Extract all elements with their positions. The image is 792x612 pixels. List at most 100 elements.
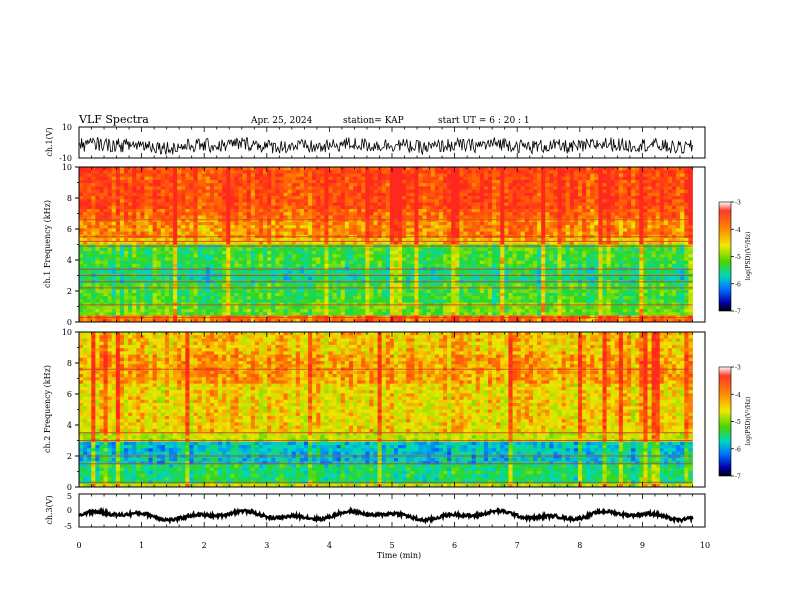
spectrogram-cell <box>684 167 689 171</box>
spectrogram-cell <box>443 254 448 258</box>
spectrogram-cell <box>422 247 428 252</box>
spectrogram-cell <box>524 247 530 252</box>
spectrogram-cell <box>189 212 194 216</box>
spectrogram-cell <box>348 241 354 245</box>
spectrogram-cell <box>549 218 554 223</box>
spectrogram-cell <box>532 218 538 223</box>
spectrogram-cell <box>103 241 109 245</box>
spectrogram-cell <box>684 199 689 203</box>
spectrogram-cell <box>573 179 579 184</box>
spectrogram-cell <box>132 189 137 194</box>
spectrogram-cell <box>218 257 223 262</box>
spectrogram-cell <box>111 215 117 220</box>
spectrogram-cell <box>594 215 599 220</box>
spectrogram-cell <box>680 170 685 174</box>
spectrogram-cell <box>541 263 546 268</box>
spectrogram-cell <box>267 202 272 207</box>
spectrogram-cell <box>565 221 571 226</box>
spectrogram-cell <box>267 189 272 194</box>
spectrogram-cell <box>173 167 178 171</box>
spectrogram-cell <box>598 183 603 187</box>
spectrogram-cell <box>267 176 272 181</box>
spectrogram-cell <box>140 270 145 274</box>
spectrogram-cell <box>635 238 640 242</box>
spectrogram-cell <box>258 270 264 274</box>
spectrogram-cell <box>361 270 366 274</box>
spectrogram-cell <box>655 260 661 265</box>
spectrogram-cell <box>549 254 554 258</box>
spectrogram-cell <box>242 231 248 236</box>
spectrogram-cell <box>168 199 174 203</box>
spectrogram-cell <box>467 263 473 268</box>
spectrogram-cell <box>389 196 395 200</box>
spectrogram-cell <box>148 189 154 194</box>
spectrogram-cell <box>201 212 207 216</box>
spectrogram-cell <box>128 176 133 181</box>
spectrogram-cell <box>291 254 297 258</box>
spectrogram-cell <box>455 228 460 232</box>
spectrogram-cell <box>532 263 538 268</box>
spectrogram-cell <box>287 183 293 187</box>
spectrogram-cell <box>87 167 92 171</box>
spectrogram-cell <box>238 179 243 184</box>
spectrogram-cell <box>267 167 272 171</box>
spectrogram-cell <box>639 202 644 207</box>
spectrogram-cell <box>99 170 104 174</box>
spectrogram-cell <box>185 250 190 255</box>
spectrogram-cell <box>267 270 272 274</box>
spectrogram-cell <box>230 225 235 229</box>
spectrogram-cell <box>218 196 223 200</box>
spectrogram-cell <box>79 225 84 229</box>
spectrogram-cell <box>393 257 399 262</box>
spectrogram-cell <box>185 208 190 213</box>
spectrogram-cell <box>582 231 587 236</box>
spectrogram-cell <box>561 215 567 220</box>
spectrogram-cell <box>123 199 129 203</box>
spectrogram-cell <box>295 167 301 171</box>
spectrogram-cell <box>672 189 677 194</box>
spectrogram-cell <box>561 254 567 258</box>
spectrogram-cell <box>504 189 509 194</box>
spectrogram-cell <box>557 167 562 171</box>
spectrogram-cell <box>91 231 96 236</box>
spectrogram-cell <box>586 231 591 236</box>
spectrogram-cell <box>594 250 599 255</box>
spectrogram-cell <box>87 218 92 223</box>
spectrogram-cell <box>549 186 554 191</box>
spectrogram-cell <box>320 270 325 274</box>
spectrogram-cell <box>406 238 411 242</box>
spectrogram-cell <box>308 241 313 245</box>
spectrogram-cell <box>271 212 276 216</box>
spectrogram-cell <box>434 238 440 242</box>
spectrogram-cell <box>631 192 636 197</box>
spectrogram-cell <box>545 199 550 203</box>
spectrogram-cell <box>152 263 158 268</box>
spectrogram-cell <box>152 205 158 210</box>
spectrogram-cell <box>299 183 305 187</box>
spectrogram-cell <box>557 196 562 200</box>
spectrogram-cell <box>271 183 276 187</box>
spectrogram-cell <box>299 179 305 184</box>
spectrogram-cell <box>520 167 526 171</box>
spectrogram-cell <box>524 176 530 181</box>
spectrogram-cell <box>185 225 190 229</box>
spectrogram-cell <box>283 221 288 226</box>
spectrogram-cell <box>602 179 607 184</box>
spectrogram-cell <box>524 205 530 210</box>
spectrogram-cell <box>553 270 558 274</box>
spectrogram-cell <box>226 257 231 262</box>
spectrogram-cell <box>136 215 141 220</box>
spectrogram-cell <box>230 218 235 223</box>
spectrogram-cell <box>95 270 100 274</box>
spectrogram-cell <box>483 225 489 229</box>
spectrogram-cell <box>283 170 288 174</box>
spectrogram-cell <box>569 212 575 216</box>
spectrogram-cell <box>189 179 194 184</box>
spectrogram-cell <box>226 247 231 252</box>
spectrogram-cell <box>250 186 256 191</box>
spectrogram-cell <box>676 199 681 203</box>
spectrogram-cell <box>537 202 542 207</box>
spectrogram-cell <box>508 196 513 200</box>
spectrogram-cell <box>246 202 252 207</box>
spectrogram-cell <box>528 263 534 268</box>
